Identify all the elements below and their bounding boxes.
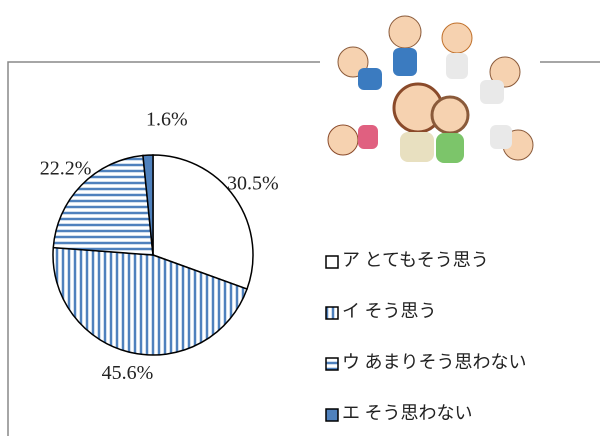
illustration — [328, 0, 533, 180]
legend-label: イ そう思う — [342, 301, 437, 321]
data-label: 45.6% — [102, 362, 154, 384]
legend-label: ア とてもそう思う — [342, 250, 489, 270]
legend-swatch — [326, 358, 338, 370]
legend-label: ウ あまりそう思わない — [342, 352, 527, 372]
chart: 30.5% 45.6% 22.2% 1.6% ア とてもそう思うイ そう思うウ あまりそ… — [0, 0, 600, 436]
data-label: 30.5% — [227, 173, 279, 195]
legend-swatch — [326, 256, 338, 268]
legend-swatch — [326, 409, 338, 421]
legend-label: エ そう思わない — [342, 403, 473, 423]
data-label: 1.6% — [146, 109, 188, 131]
data-label: 22.2% — [40, 157, 92, 179]
legend-swatch — [326, 307, 338, 319]
